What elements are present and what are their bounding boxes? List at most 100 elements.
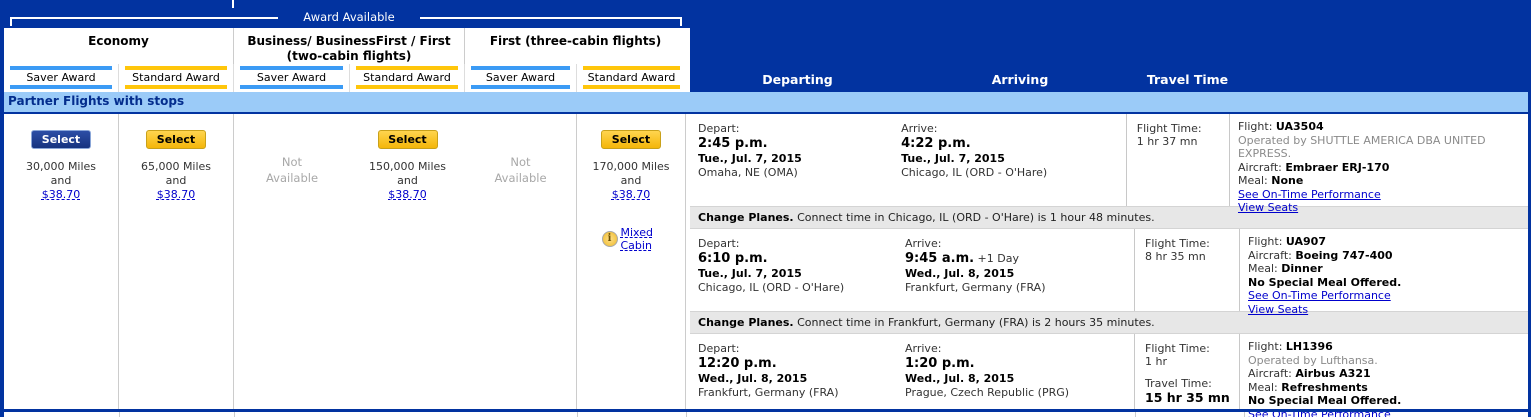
miles-conjunction: and <box>397 174 418 187</box>
depart-label: Depart: <box>698 122 740 135</box>
column-line <box>1244 412 1245 417</box>
award-cell-economy-saver: Select 30,000 Miles and $38.70 <box>4 114 119 409</box>
change-planes-bar-1: Change Planes. Connect time in Chicago, … <box>690 206 1528 229</box>
detail-header: Departing Arriving Travel Time <box>690 0 1531 92</box>
award-options-row: Select 30,000 Miles and $38.70 Select 65… <box>4 114 686 409</box>
arrive-time: 4:22 p.m. <box>901 136 971 151</box>
column-header-arriving: Arriving <box>991 72 1049 87</box>
mixed-cabin-link[interactable]: Mixed Cabin <box>620 226 653 252</box>
select-button-economy-saver[interactable]: Select <box>31 130 91 149</box>
miles-block: 65,000 Miles and $38.70 <box>119 160 233 202</box>
fees-link[interactable]: $38.70 <box>611 188 651 201</box>
award-cell-business-saver: Not Available <box>234 114 350 409</box>
select-button-first-standard[interactable]: Select <box>601 130 661 149</box>
cabin-group-subtitle: (two-cabin flights) <box>286 49 412 63</box>
travel-time-cell: Flight Time: 1 hr Travel Time: 15 hr 35 … <box>1135 334 1240 409</box>
tab-business-saver: Saver Award <box>234 64 350 92</box>
flight-number-line: Flight: LH1396 <box>1248 340 1333 353</box>
bracket-left-hook <box>10 17 12 26</box>
saver-bar-bottom <box>10 85 112 89</box>
meal-note-line: No Special Meal Offered. <box>1248 394 1402 407</box>
segment-row-3: Depart: 12:20 p.m. Wed., Jul. 8, 2015 Fr… <box>690 334 1528 417</box>
section-title: Partner Flights with stops <box>8 94 185 108</box>
award-cell-first-saver: Not Available <box>465 114 577 409</box>
standard-bar-bottom <box>583 85 680 89</box>
flight-time-value: 8 hr 35 mn <box>1145 250 1206 263</box>
flight-time-label: Flight Time: <box>1145 342 1210 355</box>
not-available-text: Not Available <box>265 155 319 185</box>
total-travel-time-label: Travel Time: <box>1145 377 1212 390</box>
arrive-label: Arrive: <box>905 237 942 250</box>
cabin-header-row: Economy Business/ BusinessFirst / First … <box>4 28 686 64</box>
on-time-performance-link[interactable]: See On-Time Performance <box>1248 407 1391 417</box>
left-border <box>0 28 4 417</box>
segment-row-1: Depart: 2:45 p.m. Tue., Jul. 7, 2015 Oma… <box>690 114 1528 214</box>
select-button-business-standard[interactable]: Select <box>377 130 438 149</box>
depart-cell: Depart: 6:10 p.m. Tue., Jul. 7, 2015 Chi… <box>690 229 905 311</box>
standard-bar-bottom <box>356 85 458 89</box>
arrive-city: Prague, Czech Republic (PRG) <box>905 386 1070 399</box>
arrive-label: Arrive: <box>905 342 942 355</box>
flight-info-cell: Flight: UA3504 Operated by SHUTTLE AMERI… <box>1230 114 1528 214</box>
depart-city: Frankfurt, Germany (FRA) <box>698 386 839 399</box>
fees-link[interactable]: $38.70 <box>156 188 196 201</box>
row-divider <box>0 409 1531 412</box>
arrive-date: Wed., Jul. 8, 2015 <box>905 372 1015 385</box>
on-time-performance-link[interactable]: See On-Time Performance <box>1248 289 1391 302</box>
depart-cell: Depart: 12:20 p.m. Wed., Jul. 8, 2015 Fr… <box>690 334 905 409</box>
column-header-travel-time: Travel Time <box>1146 72 1229 87</box>
depart-date: Wed., Jul. 8, 2015 <box>698 372 808 385</box>
depart-label: Depart: <box>698 237 740 250</box>
aircraft-line: Aircraft: Airbus A321 <box>1248 367 1371 380</box>
flight-time-label: Flight Time: <box>1136 122 1202 135</box>
miles-amount: 65,000 Miles <box>140 160 212 173</box>
standard-bar-top <box>583 66 680 70</box>
depart-city: Chicago, IL (ORD - O'Hare) <box>698 281 845 294</box>
mixed-cabin-wrap: i Mixed Cabin <box>577 226 685 252</box>
not-available-text: Not Available <box>494 155 547 185</box>
info-icon: i <box>601 231 618 247</box>
saver-bar-top <box>471 66 570 70</box>
arrive-city: Frankfurt, Germany (FRA) <box>905 281 1046 294</box>
depart-time: 12:20 p.m. <box>698 356 777 371</box>
saver-bar-bottom <box>471 85 570 89</box>
flight-time-value: 1 hr 37 mn <box>1136 135 1198 148</box>
fees-link[interactable]: $38.70 <box>388 188 427 201</box>
on-time-performance-link[interactable]: See On-Time Performance <box>1237 187 1381 201</box>
flight-time-label: Flight Time: <box>1145 237 1210 250</box>
segment-row-2: Depart: 6:10 p.m. Tue., Jul. 7, 2015 Chi… <box>690 229 1528 316</box>
cabin-group-business: Business/ BusinessFirst / First (two-cab… <box>234 28 465 64</box>
depart-time: 6:10 p.m. <box>698 251 768 266</box>
miles-block: 170,000 Miles and $38.70 <box>577 160 685 202</box>
depart-city: Omaha, NE (OMA) <box>698 166 798 179</box>
flight-number-line: Flight: UA907 <box>1248 235 1326 248</box>
award-type-tabs-row: Saver Award Standard Award Saver Award S… <box>4 64 686 92</box>
cabin-group-title: Economy <box>88 34 149 48</box>
meal-note-line: No Special Meal Offered. <box>1248 275 1402 289</box>
miles-amount: 30,000 Miles <box>25 160 97 173</box>
arrive-cell: Arrive: 1:20 p.m. Wed., Jul. 8, 2015 Pra… <box>905 334 1135 409</box>
cabin-group-title: First (three-cabin flights) <box>489 34 662 48</box>
depart-date: Tue., Jul. 7, 2015 <box>698 152 802 165</box>
bracket-right-hook <box>680 17 682 26</box>
select-button-economy-standard[interactable]: Select <box>146 130 206 149</box>
arrive-cell: Arrive: 4:22 p.m. Tue., Jul. 7, 2015 Chi… <box>901 114 1127 206</box>
flight-number-line: Flight: UA3504 <box>1237 120 1324 133</box>
view-seats-link[interactable]: View Seats <box>1237 201 1299 214</box>
view-seats-link[interactable]: View Seats <box>1248 302 1309 316</box>
arrive-date: Tue., Jul. 7, 2015 <box>901 152 1005 165</box>
tab-business-standard: Standard Award <box>350 64 465 92</box>
operated-by-line: Operated by Lufthansa. <box>1248 353 1378 367</box>
operated-by-line: Operated by SHUTTLE AMERICA DBA UNITED E… <box>1237 133 1486 161</box>
fees-link[interactable]: $38.70 <box>41 188 81 201</box>
total-travel-time-value: 15 hr 35 mn <box>1145 390 1230 405</box>
cabin-group-first: First (three-cabin flights) <box>465 28 686 64</box>
arrive-label: Arrive: <box>901 122 938 135</box>
arrive-time: 9:45 a.m. +1 Day <box>905 251 1019 266</box>
saver-bar-top <box>10 66 112 70</box>
change-planes-bar-2: Change Planes. Connect time in Frankfurt… <box>690 311 1528 334</box>
depart-time: 2:45 p.m. <box>698 136 768 151</box>
column-line <box>1135 412 1136 417</box>
meal-line: Meal: Dinner <box>1248 262 1323 275</box>
